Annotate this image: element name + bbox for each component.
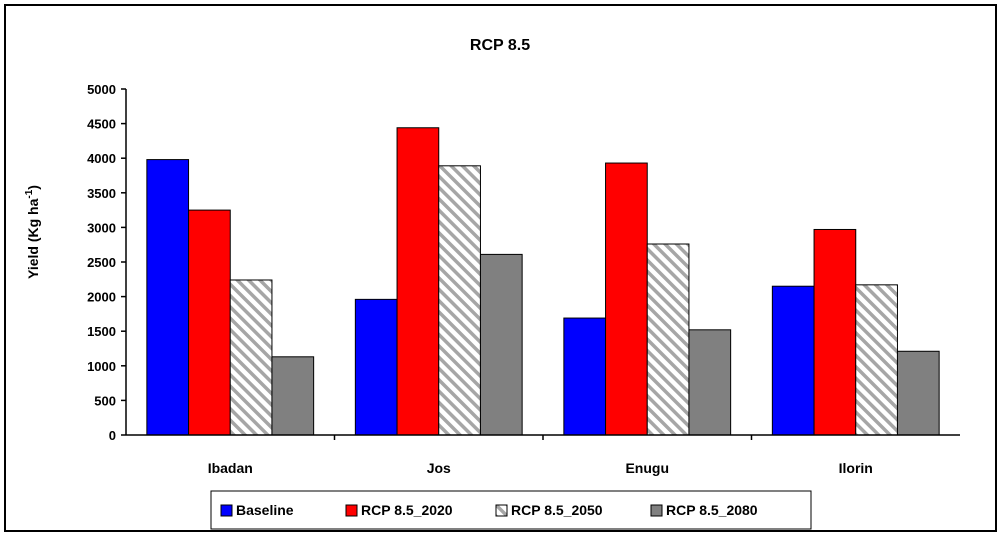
y-axis-label-close: ) (25, 185, 41, 190)
y-tick-label: 3000 (87, 220, 116, 235)
chart-frame: RCP 8.5 Yield (Kg ha-1) 0 500 1000 1500 2000… (4, 4, 997, 532)
y-tick-label: 0 (109, 428, 116, 443)
chart-title: RCP 8.5 (470, 37, 530, 54)
y-tick-label: 2500 (87, 255, 116, 270)
x-tick-label: Ibadan (208, 460, 253, 476)
y-tick-label: 3500 (87, 186, 116, 201)
bar (813, 228, 857, 436)
bar (229, 279, 273, 436)
bar (771, 285, 815, 436)
y-tick-label: 1500 (87, 324, 116, 339)
bar (438, 165, 481, 436)
legend-swatch (220, 504, 233, 517)
y-tick-label: 4500 (87, 117, 116, 132)
y-tick-label: 1000 (87, 359, 116, 374)
x-tick-label: Ilorin (839, 460, 873, 476)
bar (646, 243, 690, 436)
bar (605, 162, 648, 436)
bar (188, 209, 231, 436)
legend-swatch (495, 504, 508, 517)
legend-swatch (650, 504, 663, 517)
legend-label: RCP 8.5_2050 (511, 502, 603, 518)
x-tick-label: Jos (427, 460, 451, 476)
bar (396, 127, 440, 436)
y-tick-label: 2000 (87, 290, 116, 305)
bar (896, 350, 940, 436)
x-axis-labels: Ibadan Jos Enugu Ilorin (208, 460, 873, 476)
legend-label: RCP 8.5_2080 (666, 502, 758, 518)
legend-swatch (345, 504, 358, 517)
y-tick-label: 500 (94, 393, 116, 408)
bar (146, 159, 190, 436)
bar (271, 356, 315, 436)
legend-label: Baseline (236, 502, 294, 518)
bars (146, 127, 940, 440)
legend-items: Baseline RCP 8.5_2020 RCP 8.5_2050 RCP 8.5_… (220, 502, 758, 518)
legend-box (210, 490, 812, 530)
legend-label: RCP 8.5_2020 (361, 502, 453, 518)
bar (688, 329, 732, 436)
bar-chart: RCP 8.5 Yield (Kg ha-1) 0 500 1000 1500 2000… (24, 37, 960, 530)
bar (855, 284, 898, 436)
bar (479, 253, 523, 436)
y-axis-label: Yield (Kg ha-1) (24, 185, 41, 279)
y-tick-label: 5000 (87, 82, 116, 97)
bar (563, 317, 607, 436)
y-axis-label-superscript: -1 (24, 189, 35, 198)
legend: Baseline RCP 8.5_2020 RCP 8.5_2050 RCP 8.5_… (210, 490, 812, 530)
x-tick-label: Enugu (625, 460, 669, 476)
y-axis-label-text: Yield (Kg ha (25, 198, 41, 279)
y-tick-label: 4000 (87, 151, 116, 166)
y-axis-ticks: 0 500 1000 1500 2000 2500 3000 3500 4000 4500 5000 (87, 82, 126, 443)
bar (354, 298, 398, 436)
